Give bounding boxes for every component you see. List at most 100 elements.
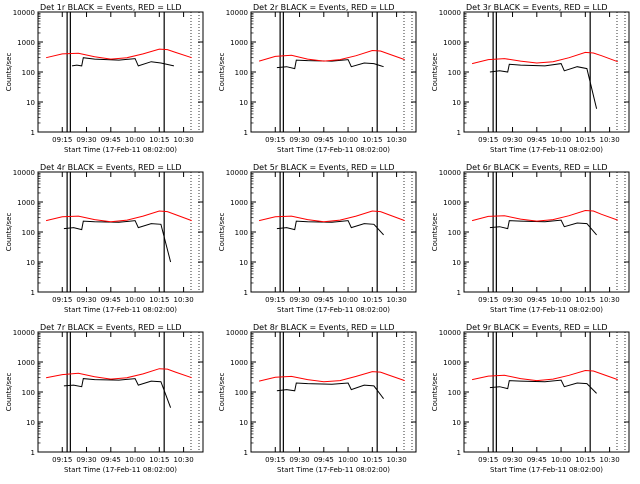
chart-panel-6: Det 6r BLACK = Events, RED = LLD 1 10 100 10…	[431, 163, 630, 314]
y-axis-label: Counts/sec	[218, 213, 226, 252]
x-tick-label: 10:00	[551, 456, 571, 464]
plot-frame	[37, 171, 204, 293]
y-tick-label: 1000	[17, 199, 35, 207]
x-tick-label: 10:00	[338, 456, 358, 464]
x-tick-label: 09:15	[265, 456, 285, 464]
x-tick-label: 10:15	[575, 456, 595, 464]
x-tick-label: 10:15	[362, 136, 382, 144]
series-line-events	[489, 379, 597, 394]
series-line-events	[63, 378, 172, 408]
x-tick-label: 10:30	[386, 456, 406, 464]
x-tick-label: 10:30	[599, 296, 619, 304]
x-tick-label: 10:00	[125, 456, 145, 464]
y-tick-label: 1	[31, 129, 35, 137]
x-tick-label: 10:15	[362, 456, 382, 464]
y-tick-label: 1000	[17, 359, 35, 367]
y-axis-label: Counts/sec	[218, 53, 226, 92]
x-tick-label: 09:30	[502, 136, 522, 144]
series-line-lld	[258, 371, 405, 383]
plot-frame	[463, 331, 630, 453]
y-axis-label: Counts/sec	[5, 53, 13, 92]
x-tick-label: 09:30	[289, 296, 309, 304]
y-tick-label: 1	[457, 129, 461, 137]
y-tick-label: 10	[26, 259, 35, 267]
x-axis-label: Start Time (17-Feb-11 08:02:00)	[64, 306, 177, 314]
x-tick-label: 09:45	[527, 296, 547, 304]
y-axis-label: Counts/sec	[431, 213, 439, 252]
y-tick-label: 1	[244, 129, 248, 137]
chart-panel-7: Det 7r BLACK = Events, RED = LLD 1 10 100 10…	[5, 323, 204, 474]
x-tick-label: 10:00	[551, 136, 571, 144]
x-tick-label: 09:45	[314, 456, 334, 464]
y-tick-label: 100	[448, 229, 461, 237]
chart-title: Det 1r BLACK = Events, RED = LLD	[40, 3, 182, 12]
y-tick-label: 10000	[13, 9, 35, 17]
y-tick-label: 1000	[17, 39, 35, 47]
x-axis-label: Start Time (17-Feb-11 08:02:00)	[64, 466, 177, 474]
x-tick-label: 10:30	[173, 456, 193, 464]
series-line-lld	[471, 209, 618, 222]
x-tick-label: 09:45	[527, 456, 547, 464]
x-tick-label: 09:30	[502, 296, 522, 304]
y-tick-label: 10000	[226, 329, 248, 337]
series-line-lld	[258, 49, 405, 62]
plot-frame	[463, 171, 630, 293]
chart-panel-1: Det 1r BLACK = Events, RED = LLD 1 10 100 10…	[5, 3, 204, 154]
series-line-lld	[45, 210, 192, 223]
y-tick-label: 1000	[230, 199, 248, 207]
y-tick-label: 10	[239, 99, 248, 107]
x-tick-label: 10:15	[362, 296, 382, 304]
y-axis-label: Counts/sec	[431, 53, 439, 92]
y-tick-label: 1000	[230, 359, 248, 367]
series-line-lld	[45, 48, 192, 60]
y-tick-label: 10000	[439, 169, 461, 177]
chart-panel-4: Det 4r BLACK = Events, RED = LLD 1 10 100 10…	[5, 163, 204, 314]
x-tick-label: 09:45	[101, 456, 121, 464]
x-tick-label: 09:15	[478, 456, 498, 464]
y-tick-label: 1000	[443, 199, 461, 207]
y-tick-label: 100	[22, 389, 35, 397]
x-tick-label: 10:30	[599, 456, 619, 464]
plot-frame	[250, 331, 417, 453]
y-tick-label: 100	[448, 389, 461, 397]
series-line-events	[276, 220, 384, 236]
x-tick-label: 09:30	[76, 296, 96, 304]
y-axis-label: Counts/sec	[218, 373, 226, 412]
x-tick-label: 09:45	[527, 136, 547, 144]
x-tick-label: 10:30	[599, 136, 619, 144]
y-axis-label: Counts/sec	[5, 213, 13, 252]
series-line-events	[71, 57, 175, 67]
x-tick-label: 09:30	[76, 456, 96, 464]
x-tick-label: 10:30	[386, 136, 406, 144]
series-line-events	[63, 220, 172, 263]
y-tick-label: 10	[452, 419, 461, 427]
plot-frame	[37, 11, 204, 133]
y-tick-label: 10000	[226, 169, 248, 177]
x-tick-label: 09:15	[478, 136, 498, 144]
series-line-events	[276, 59, 384, 70]
x-tick-label: 09:15	[52, 136, 72, 144]
x-tick-label: 09:15	[265, 136, 285, 144]
series-line-events	[489, 63, 598, 109]
y-tick-label: 100	[235, 229, 248, 237]
x-tick-label: 10:30	[386, 296, 406, 304]
series-line-events	[276, 382, 384, 400]
chart-title: Det 4r BLACK = Events, RED = LLD	[40, 163, 182, 172]
x-axis-label: Start Time (17-Feb-11 08:02:00)	[277, 466, 390, 474]
chart-title: Det 6r BLACK = Events, RED = LLD	[466, 163, 608, 172]
x-tick-label: 10:00	[551, 296, 571, 304]
x-tick-label: 10:15	[149, 456, 169, 464]
series-line-events	[489, 219, 597, 236]
series-line-lld	[258, 210, 405, 223]
y-tick-label: 10000	[439, 9, 461, 17]
y-tick-label: 1000	[443, 359, 461, 367]
y-tick-label: 100	[448, 69, 461, 77]
y-tick-label: 10	[239, 419, 248, 427]
x-tick-label: 10:00	[125, 136, 145, 144]
y-tick-label: 1	[244, 289, 248, 297]
x-axis-label: Start Time (17-Feb-11 08:02:00)	[490, 146, 603, 154]
y-tick-label: 10000	[226, 9, 248, 17]
x-tick-label: 10:00	[338, 136, 358, 144]
